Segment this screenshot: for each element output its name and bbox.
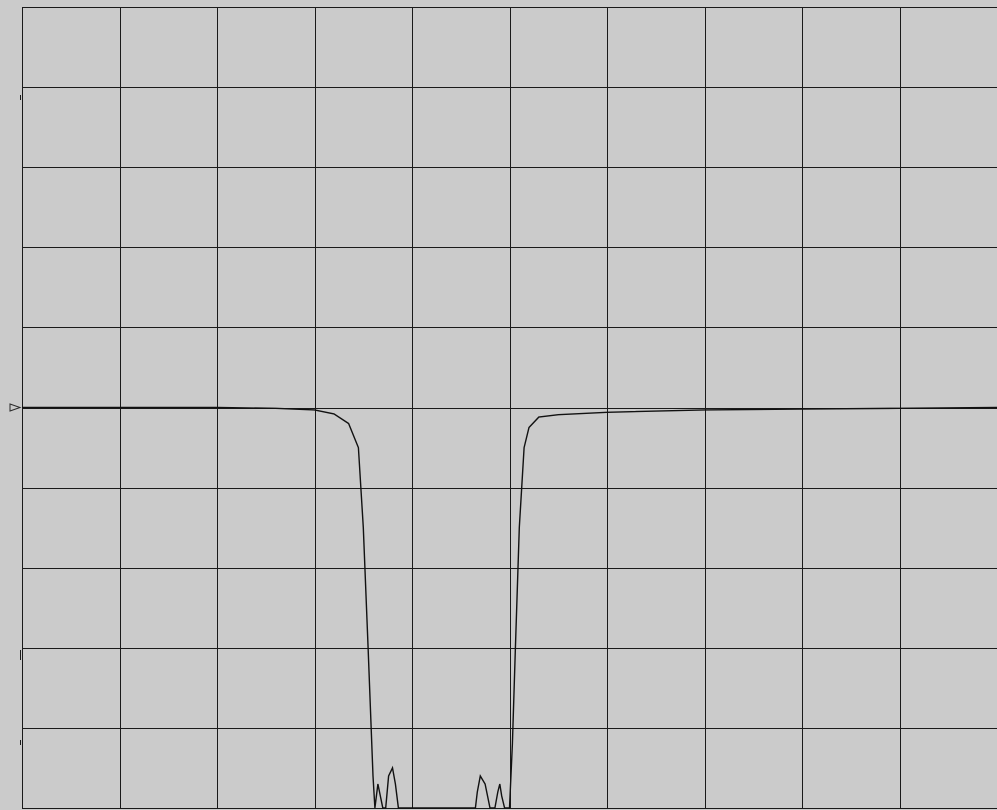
- response-trace: [22, 406, 997, 809]
- reference-level-marker-icon: [9, 403, 22, 412]
- graticule: [20, 7, 997, 809]
- reference-marker-group: [9, 403, 22, 412]
- trace-group: [22, 406, 997, 809]
